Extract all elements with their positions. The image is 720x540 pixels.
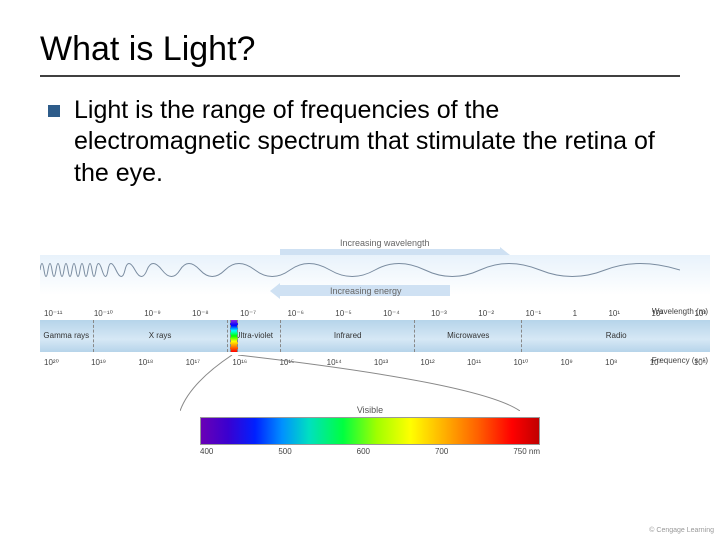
nm-tick: 400 (200, 447, 213, 456)
scale-tick: 10¹⁷ (186, 358, 200, 367)
visible-rainbow (200, 417, 540, 445)
scale-tick: 10¹ (608, 309, 620, 318)
nm-tick: 700 (435, 447, 448, 456)
bullet-item: Light is the range of frequencies of the… (40, 95, 680, 189)
scale-tick: 10⁻² (478, 309, 494, 318)
scale-tick: 10⁻⁷ (240, 309, 256, 318)
visible-spectrum-block: Visible 400 500 600 700 750 nm (200, 405, 540, 456)
visible-label: Visible (200, 405, 540, 415)
scale-tick: 10¹² (420, 358, 434, 367)
spectrum-band: Gamma rays (40, 320, 94, 352)
scale-tick: 10¹⁹ (91, 358, 106, 367)
scale-tick: 10⁻⁸ (192, 309, 209, 318)
em-spectrum-diagram: Increasing wavelength Increasing energy … (40, 255, 710, 367)
scale-tick: 10⁻¹¹ (44, 309, 62, 318)
spectrum-band: Infrared (281, 320, 415, 352)
scale-tick: 10⁻⁹ (144, 309, 161, 318)
spectrum-band: Microwaves (415, 320, 522, 352)
bullet-square-icon (48, 105, 60, 117)
page-title: What is Light? (40, 30, 680, 77)
spectrum-bands: Gamma raysX raysUltra-violetInfraredMicr… (40, 320, 710, 352)
scale-tick: 10²⁰ (44, 358, 59, 367)
body-text: Light is the range of frequencies of the… (74, 95, 680, 189)
scale-tick: 10¹⁴ (327, 358, 342, 367)
scale-tick: 10⁹ (561, 358, 573, 367)
wavelength-arrow-label: Increasing wavelength (340, 238, 430, 248)
scale-tick: 10⁸ (605, 358, 617, 367)
frequency-axis-label: Frequency (s⁻¹) (652, 356, 708, 365)
energy-arrow-label: Increasing energy (330, 286, 402, 296)
visible-band-strip (230, 320, 238, 352)
scale-tick: 10⁻⁶ (287, 309, 303, 318)
scale-tick: 10¹¹ (467, 358, 481, 367)
scale-tick: 1 (573, 309, 577, 318)
wave-svg (40, 255, 680, 285)
scale-tick: 10¹⁰ (513, 358, 528, 367)
spectrum-band: X rays (94, 320, 228, 352)
wavelength-scale: 10⁻¹¹ 10⁻¹⁰ 10⁻⁹ 10⁻⁸ 10⁻⁷ 10⁻⁶ 10⁻⁵ 10⁻⁴ 10⁻³ 10… (40, 309, 710, 318)
wavelength-axis-label: Wavelength (m) (652, 307, 708, 316)
scale-tick: 10⁻³ (431, 309, 447, 318)
scale-tick: 10⁻⁵ (335, 309, 351, 318)
scale-tick: 10¹³ (374, 358, 388, 367)
nm-tick: 750 nm (513, 447, 540, 456)
scale-tick: 10¹⁶ (232, 358, 247, 367)
scale-tick: 10⁻¹ (525, 309, 541, 318)
frequency-scale: 10²⁰ 10¹⁹ 10¹⁸ 10¹⁷ 10¹⁶ 10¹⁵ 10¹⁴ 10¹³ 10¹² 10¹¹… (40, 358, 710, 367)
scale-tick: 10¹⁵ (279, 358, 294, 367)
spectrum-band: Radio (522, 320, 710, 352)
scale-tick: 10¹⁸ (138, 358, 153, 367)
scale-tick: 10⁻⁴ (383, 309, 400, 318)
nm-scale: 400 500 600 700 750 nm (200, 447, 540, 456)
nm-tick: 500 (278, 447, 291, 456)
credit-text: © Cengage Learning (649, 527, 714, 534)
scale-tick: 10⁻¹⁰ (94, 309, 113, 318)
nm-tick: 600 (357, 447, 370, 456)
